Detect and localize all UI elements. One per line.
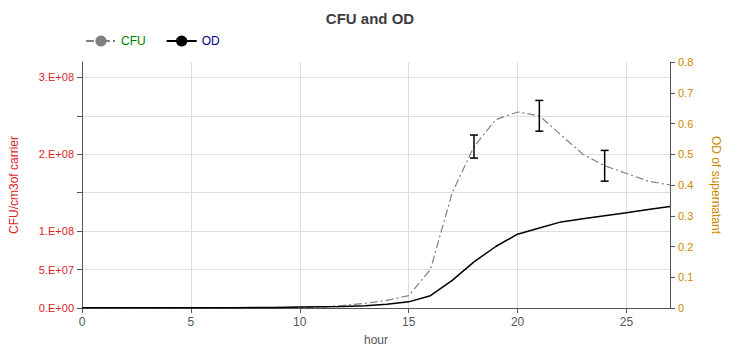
svg-text:0.6: 0.6 xyxy=(678,118,693,130)
svg-text:0: 0 xyxy=(79,315,86,329)
svg-text:0.1: 0.1 xyxy=(678,271,693,283)
svg-text:15: 15 xyxy=(402,315,416,329)
svg-text:3.E+08: 3.E+08 xyxy=(39,71,74,83)
svg-text:CFU and OD: CFU and OD xyxy=(326,10,414,27)
svg-text:0.5: 0.5 xyxy=(678,148,693,160)
svg-text:1.E+08: 1.E+08 xyxy=(39,225,74,237)
svg-text:5: 5 xyxy=(188,315,195,329)
svg-text:OD: OD xyxy=(202,34,220,48)
svg-text:0.E+00: 0.E+00 xyxy=(39,302,74,314)
svg-text:10: 10 xyxy=(293,315,307,329)
svg-text:OD of supernatant: OD of supernatant xyxy=(709,136,723,235)
svg-text:0.7: 0.7 xyxy=(678,87,693,99)
svg-text:0.2: 0.2 xyxy=(678,241,693,253)
svg-text:CFU/cm3of carrier: CFU/cm3of carrier xyxy=(7,136,21,234)
svg-text:0: 0 xyxy=(678,302,684,314)
svg-text:2.E+08: 2.E+08 xyxy=(39,148,74,160)
svg-text:CFU: CFU xyxy=(121,34,146,48)
svg-text:0.8: 0.8 xyxy=(678,56,693,68)
svg-text:20: 20 xyxy=(511,315,525,329)
svg-text:0.3: 0.3 xyxy=(678,210,693,222)
svg-text:hour: hour xyxy=(364,333,388,347)
svg-text:25: 25 xyxy=(620,315,634,329)
svg-text:5.E+07: 5.E+07 xyxy=(39,264,74,276)
svg-text:0.4: 0.4 xyxy=(678,179,693,191)
